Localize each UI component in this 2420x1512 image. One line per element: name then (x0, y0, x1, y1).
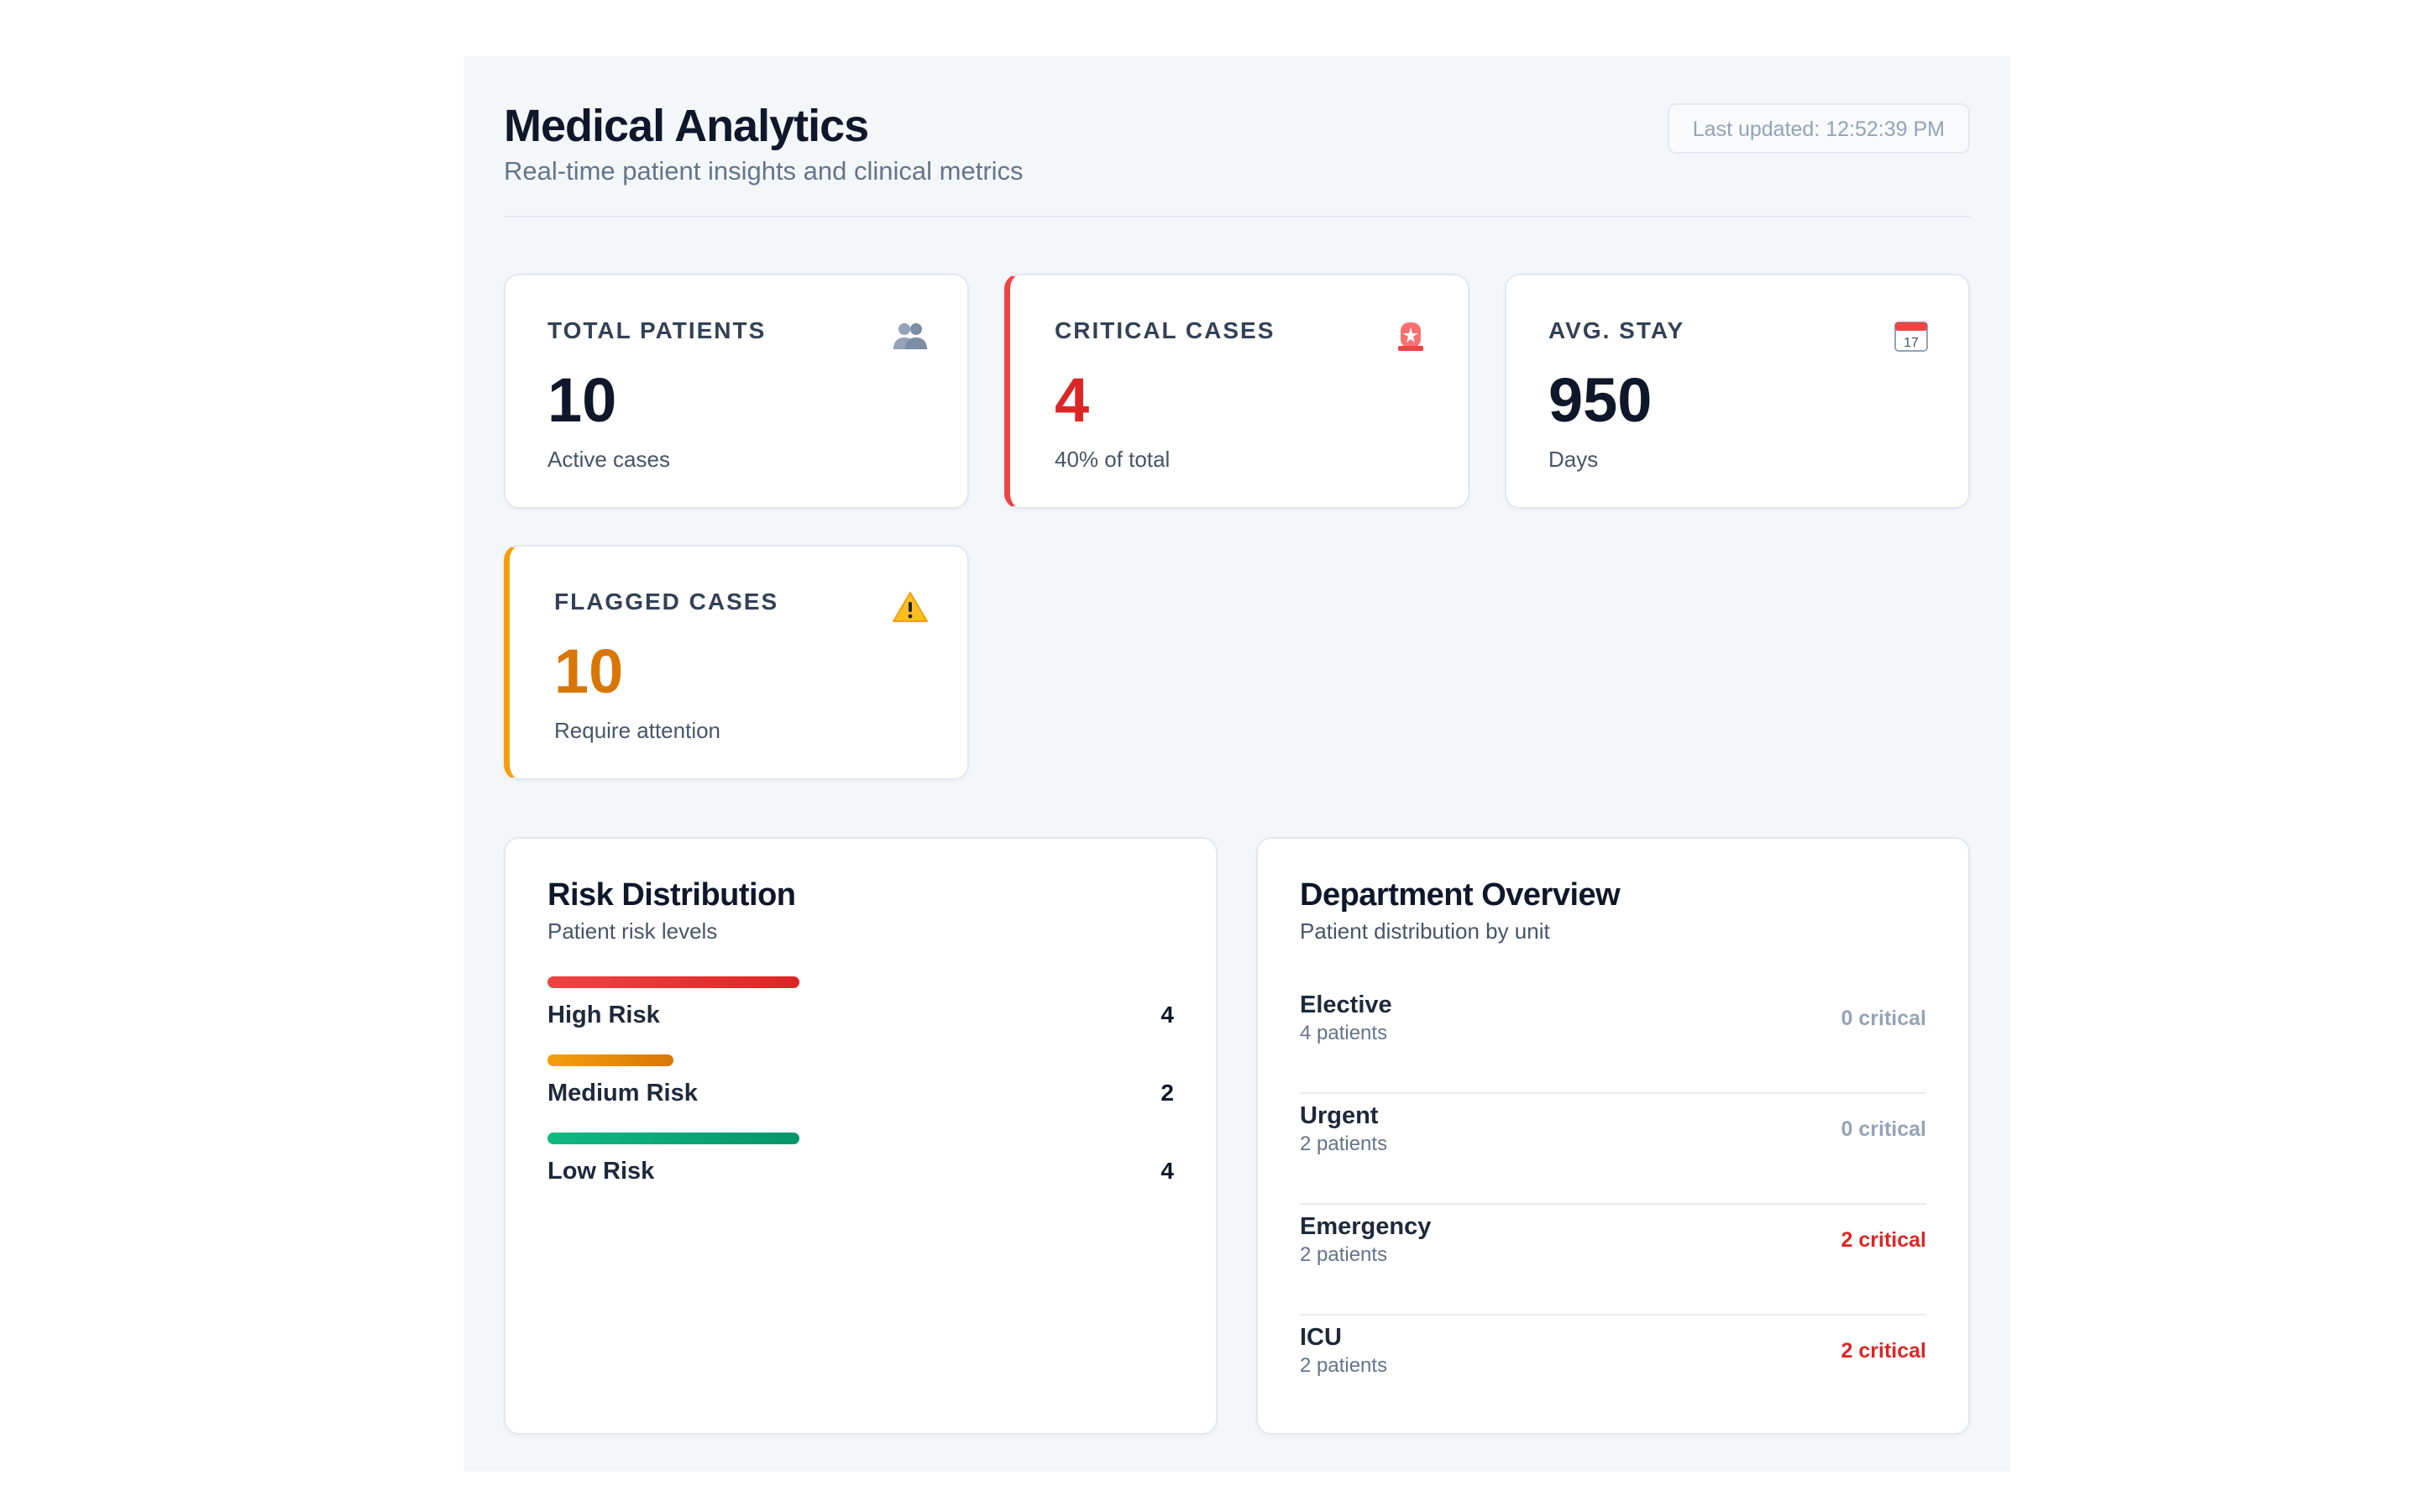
department-name: Emergency (1300, 1213, 1432, 1240)
department-overview-title: Department Overview (1300, 877, 1621, 913)
department-patient-count: 2 patients (1300, 1133, 1388, 1155)
page-header: Medical Analytics Real-time patient insi… (504, 93, 1970, 217)
department-name: Urgent (1300, 1102, 1379, 1129)
risk-count: 2 (1160, 1080, 1174, 1106)
department-critical-count: 0 critical (1841, 1117, 1926, 1141)
risk-label: High Risk (547, 1002, 660, 1028)
department-patient-count: 2 patients (1300, 1354, 1388, 1377)
department-row-emergency: Emergency 2 patients 2 critical (1300, 1205, 1926, 1316)
risk-list: High Risk 4 Medium Risk 2 Low Risk 4 (547, 976, 1174, 1211)
risk-label: Low Risk (547, 1158, 655, 1185)
stat-card-critical-cases: CRITICAL CASES 4 40% of total (1004, 274, 1469, 509)
department-overview-card: Department Overview Patient distribution… (1256, 837, 1970, 1435)
stat-card-flagged-cases: FLAGGED CASES 10 Require attention (504, 545, 969, 780)
risk-count: 4 (1160, 1158, 1174, 1184)
stat-label: FLAGGED CASES (554, 589, 779, 615)
page-title: Medical Analytics (504, 101, 869, 151)
stat-caption: Require attention (554, 718, 721, 743)
stat-label: CRITICAL CASES (1055, 317, 1275, 343)
page-subtitle: Real-time patient insights and clinical … (504, 156, 1024, 186)
department-row-urgent: Urgent 2 patients 0 critical (1300, 1094, 1926, 1205)
risk-bar (547, 1133, 799, 1144)
department-name: ICU (1300, 1324, 1342, 1351)
risk-label: Medium Risk (547, 1080, 698, 1107)
risk-distribution-subtitle: Patient risk levels (547, 918, 718, 944)
department-overview-subtitle: Patient distribution by unit (1300, 918, 1550, 944)
svg-text:17: 17 (1904, 336, 1919, 350)
stat-value: 950 (1548, 365, 1653, 435)
risk-count: 4 (1160, 1002, 1174, 1028)
risk-distribution-title: Risk Distribution (547, 877, 796, 913)
risk-bar (547, 1054, 673, 1066)
stat-value: 4 (1055, 365, 1090, 435)
stat-caption: Days (1548, 447, 1599, 472)
department-critical-count: 2 critical (1841, 1339, 1926, 1363)
department-name: Elective (1300, 991, 1392, 1018)
department-critical-count: 2 critical (1841, 1228, 1926, 1252)
risk-row-medium: Medium Risk 2 (547, 1054, 1174, 1133)
stat-value: 10 (547, 365, 617, 435)
dashboard-panel: Medical Analytics Real-time patient insi… (464, 56, 2010, 1472)
department-patient-count: 2 patients (1300, 1243, 1388, 1266)
stat-caption: 40% of total (1055, 447, 1171, 472)
risk-bar (547, 976, 799, 988)
stat-value: 10 (554, 636, 624, 706)
stat-card-total-patients: TOTAL PATIENTS 10 Active cases (504, 274, 969, 509)
stat-caption: Active cases (547, 447, 670, 472)
department-row-icu: ICU 2 patients 2 critical (1300, 1316, 1926, 1426)
last-updated-badge: Last updated: 12:52:39 PM (1667, 103, 1970, 154)
department-critical-count: 0 critical (1841, 1007, 1926, 1030)
risk-distribution-card: Risk Distribution Patient risk levels Hi… (504, 837, 1218, 1435)
department-patient-count: 4 patients (1300, 1022, 1388, 1044)
department-row-elective: Elective 4 patients 0 critical (1300, 983, 1926, 1094)
risk-row-high: High Risk 4 (547, 976, 1174, 1054)
stat-card-avg-stay: AVG. STAY 17 950 Days (1505, 274, 1970, 509)
stat-label: AVG. STAY (1548, 317, 1685, 343)
risk-row-low: Low Risk 4 (547, 1133, 1174, 1211)
users-icon (893, 323, 927, 349)
siren-icon (1398, 322, 1423, 351)
calendar-icon: 17 (1894, 322, 1928, 352)
stat-label: TOTAL PATIENTS (547, 317, 767, 343)
warning-icon (893, 592, 928, 622)
department-list: Elective 4 patients 0 critical Urgent 2 … (1300, 983, 1926, 1426)
